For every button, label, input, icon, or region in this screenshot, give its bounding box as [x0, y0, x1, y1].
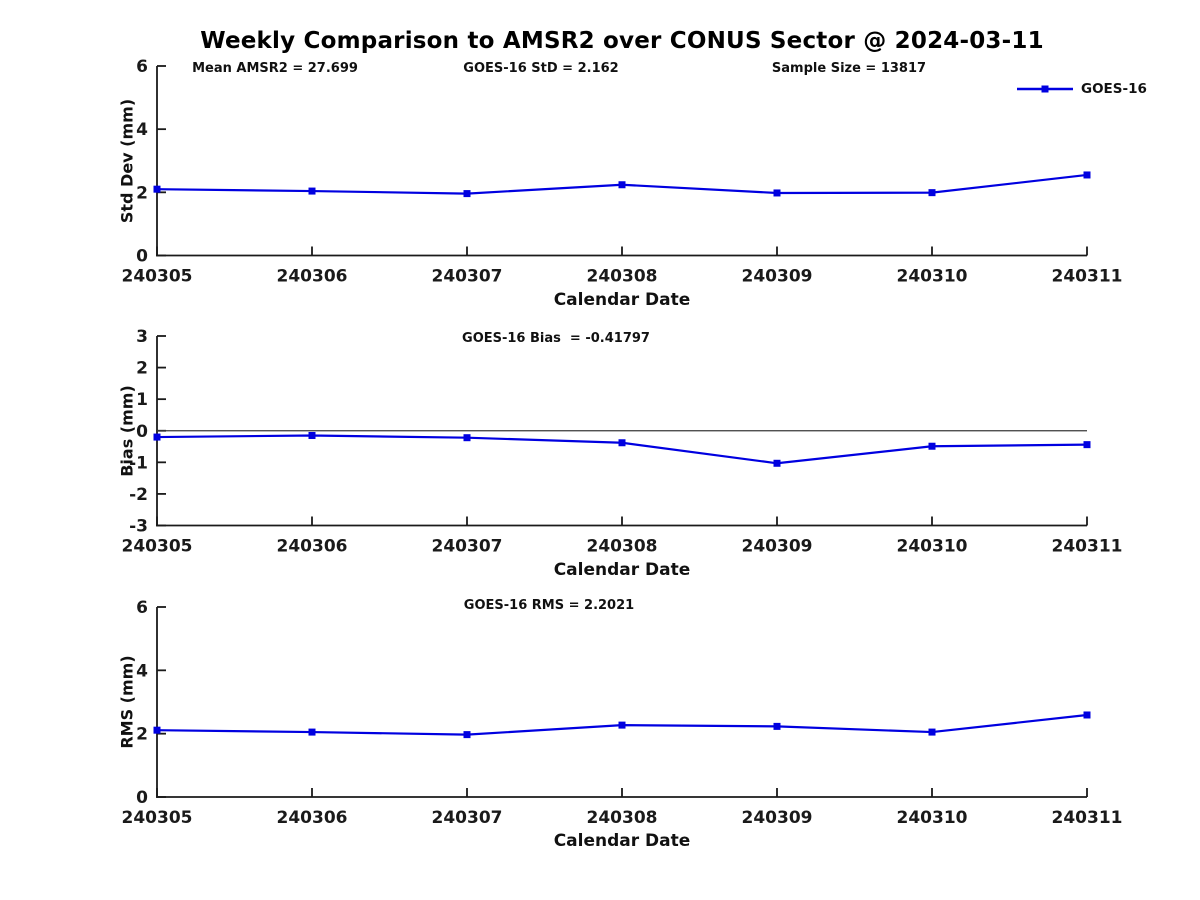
- stat-sample-size: Sample Size = 13817: [771, 61, 927, 76]
- stat-goes16-std: GOES-16 StD = 2.162: [463, 61, 619, 76]
- x-tick-label: 240307: [432, 267, 503, 287]
- x-tick-label: 240308: [587, 267, 658, 287]
- y-tick-label: 2: [136, 725, 148, 745]
- data-point-marker: [1083, 441, 1091, 449]
- data-point-marker: [463, 434, 471, 442]
- y-tick-label: -3: [129, 517, 148, 537]
- y-tick-label: -2: [129, 485, 148, 505]
- data-point-marker: [928, 189, 936, 197]
- xlabel-calendar-date-middle: Calendar Date: [553, 560, 691, 580]
- data-point-marker: [1083, 171, 1091, 179]
- y-tick-label: 1: [136, 390, 148, 410]
- y-tick-label: 0: [136, 247, 148, 267]
- data-point-marker: [463, 190, 471, 198]
- x-tick-label: 240309: [742, 808, 813, 828]
- y-tick-label: 6: [136, 598, 148, 618]
- x-tick-label: 240305: [122, 808, 193, 828]
- x-tick-label: 240308: [587, 537, 658, 557]
- data-point-marker: [928, 442, 936, 450]
- legend-line-marker-icon: [1017, 85, 1073, 93]
- x-tick-label: 240311: [1052, 808, 1123, 828]
- data-point-marker: [773, 722, 781, 730]
- x-tick-label: 240306: [277, 267, 348, 287]
- y-tick-label: 4: [136, 120, 148, 140]
- data-point-marker: [308, 431, 316, 439]
- data-point-marker: [308, 728, 316, 736]
- data-point-marker: [618, 181, 626, 189]
- x-tick-label: 240305: [122, 537, 193, 557]
- chart-title: Weekly Comparison to AMSR2 over CONUS Se…: [200, 28, 1044, 54]
- x-tick-label: 240307: [432, 808, 503, 828]
- y-tick-label: 2: [136, 183, 148, 203]
- x-tick-label: 240310: [897, 537, 968, 557]
- ylabel-std-dev: Std Dev (mm): [117, 98, 137, 224]
- data-point-marker: [153, 726, 161, 734]
- data-point-marker: [928, 728, 936, 736]
- data-point-marker: [308, 187, 316, 195]
- x-tick-label: 240306: [277, 808, 348, 828]
- x-tick-label: 240311: [1052, 267, 1123, 287]
- x-tick-label: 240306: [277, 537, 348, 557]
- x-tick-label: 240310: [897, 808, 968, 828]
- y-tick-label: 6: [136, 57, 148, 77]
- data-point-marker: [773, 189, 781, 197]
- data-point-marker: [463, 731, 471, 739]
- legend: GOES-16: [1016, 81, 1147, 97]
- x-tick-label: 240311: [1052, 537, 1123, 557]
- data-point-marker: [773, 459, 781, 467]
- y-tick-label: -1: [129, 453, 148, 473]
- x-tick-label: 240309: [742, 267, 813, 287]
- xlabel-calendar-date-top: Calendar Date: [553, 290, 691, 310]
- x-tick-label: 240305: [122, 267, 193, 287]
- x-tick-label: 240309: [742, 537, 813, 557]
- ylabel-rms: RMS (mm): [117, 655, 137, 749]
- ylabel-bias: Bias (mm): [117, 385, 137, 477]
- data-point-marker: [153, 433, 161, 441]
- xlabel-calendar-date-bottom: Calendar Date: [553, 831, 691, 851]
- y-tick-label: 0: [136, 788, 148, 808]
- stat-mean-amsr2: Mean AMSR2 = 27.699: [192, 61, 358, 76]
- stat-goes16-rms: GOES-16 RMS = 2.2021: [463, 598, 635, 613]
- data-point-marker: [618, 439, 626, 447]
- data-point-marker: [618, 721, 626, 729]
- legend-label: GOES-16: [1081, 81, 1147, 97]
- x-tick-label: 240310: [897, 267, 968, 287]
- y-tick-label: 0: [136, 422, 148, 442]
- y-tick-label: 2: [136, 359, 148, 379]
- data-point-marker: [1083, 711, 1091, 719]
- x-tick-label: 240307: [432, 537, 503, 557]
- y-tick-label: 4: [136, 661, 148, 681]
- data-point-marker: [153, 185, 161, 193]
- stat-goes16-bias: GOES-16 Bias = -0.41797: [462, 331, 650, 346]
- y-tick-label: 3: [136, 327, 148, 347]
- x-tick-label: 240308: [587, 808, 658, 828]
